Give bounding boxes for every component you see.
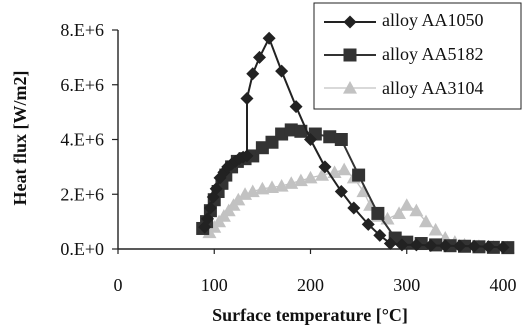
x-tick-label: 100 [201,275,228,295]
series-aa1050-legend-marker [343,15,357,29]
x-axis-title: Surface temperature [°C] [212,305,408,325]
y-axis-title: Heat flux [W/m2] [10,71,30,206]
series-aa5182 [196,123,515,255]
series-aa3104-point [428,222,443,236]
series-aa1050-point [240,149,254,163]
series-aa1050-point [373,228,387,242]
series-aa1050-point [496,240,510,254]
legend-label-aa3104: alloy AA3104 [382,78,484,98]
x-tick-label: 200 [297,275,324,295]
series-aa1050-point [275,64,289,78]
series-aa1050-point [318,160,332,174]
y-tick-label: 6.E+6 [60,75,104,95]
series-aa1050-point [383,237,397,251]
series-aa1050-point [304,133,317,146]
series-aa5182-point [323,130,337,144]
series-aa3104-point [231,192,246,206]
series-aa5182-point [371,206,385,220]
series-aa5182-point [334,133,348,146]
series-aa5182-point [352,168,366,182]
y-axis-ticks: 0.E+0 2.E+6 4.E+6 6.E+6 8.E+6 [60,20,118,259]
series-aa3104-point [255,181,270,195]
y-tick-label: 8.E+6 [60,20,104,40]
series-aa3104-point [337,162,352,176]
series-layer [196,31,515,255]
series-aa1050-point [438,239,452,253]
series-aa3104-point [265,180,279,194]
x-tick-label: 300 [393,275,420,295]
series-aa3104-point [392,206,407,220]
series-aa1050-point [262,31,276,45]
series-aa1050-point [409,238,423,252]
series-aa1050-point [347,201,361,215]
series-aa1050-point [252,50,266,64]
legend: alloy AA1050 alloy AA5182 alloy AA3104 [313,2,522,110]
series-aa3104-point [356,184,371,198]
series-aa1050-point [289,100,303,114]
legend-label-aa5182: alloy AA5182 [382,44,484,64]
x-tick-label: 400 [490,275,517,295]
series-aa3104-point [419,214,433,228]
series-aa1050-point [482,240,496,254]
series-aa3104-point [409,203,424,217]
legend-swatches [324,15,376,94]
series-aa1050-point [395,238,409,252]
series-aa1050-point [467,239,481,253]
series-aa1050 [198,31,510,254]
series-aa1050-point [203,201,217,215]
series-aa1050-point [240,91,254,105]
series-aa3104-point [303,170,318,184]
y-tick-label: 2.E+6 [60,184,104,204]
series-aa1050-point [453,239,467,253]
legend-label-aa1050: alloy AA1050 [382,10,484,30]
series-aa5182-point [294,124,308,138]
series-aa1050-point [201,212,215,226]
x-tick-label: 0 [114,275,123,295]
series-aa1050-point [334,185,348,199]
series-aa3104-legend-marker [343,81,357,94]
series-aa1050-point [424,238,438,252]
series-aa1050-point [246,67,260,81]
series-aa3104-point [399,198,414,211]
y-tick-label: 0.E+0 [60,239,104,259]
y-tick-label: 4.E+6 [60,130,104,150]
series-aa1050-point [361,217,375,231]
series-aa5182-line [201,128,508,249]
series-aa5182-legend-marker [343,48,357,62]
series-aa1050-point [209,182,223,196]
series-aa3104-point [315,168,330,181]
x-axis-ticks: 0 100 200 300 400 [114,249,517,295]
